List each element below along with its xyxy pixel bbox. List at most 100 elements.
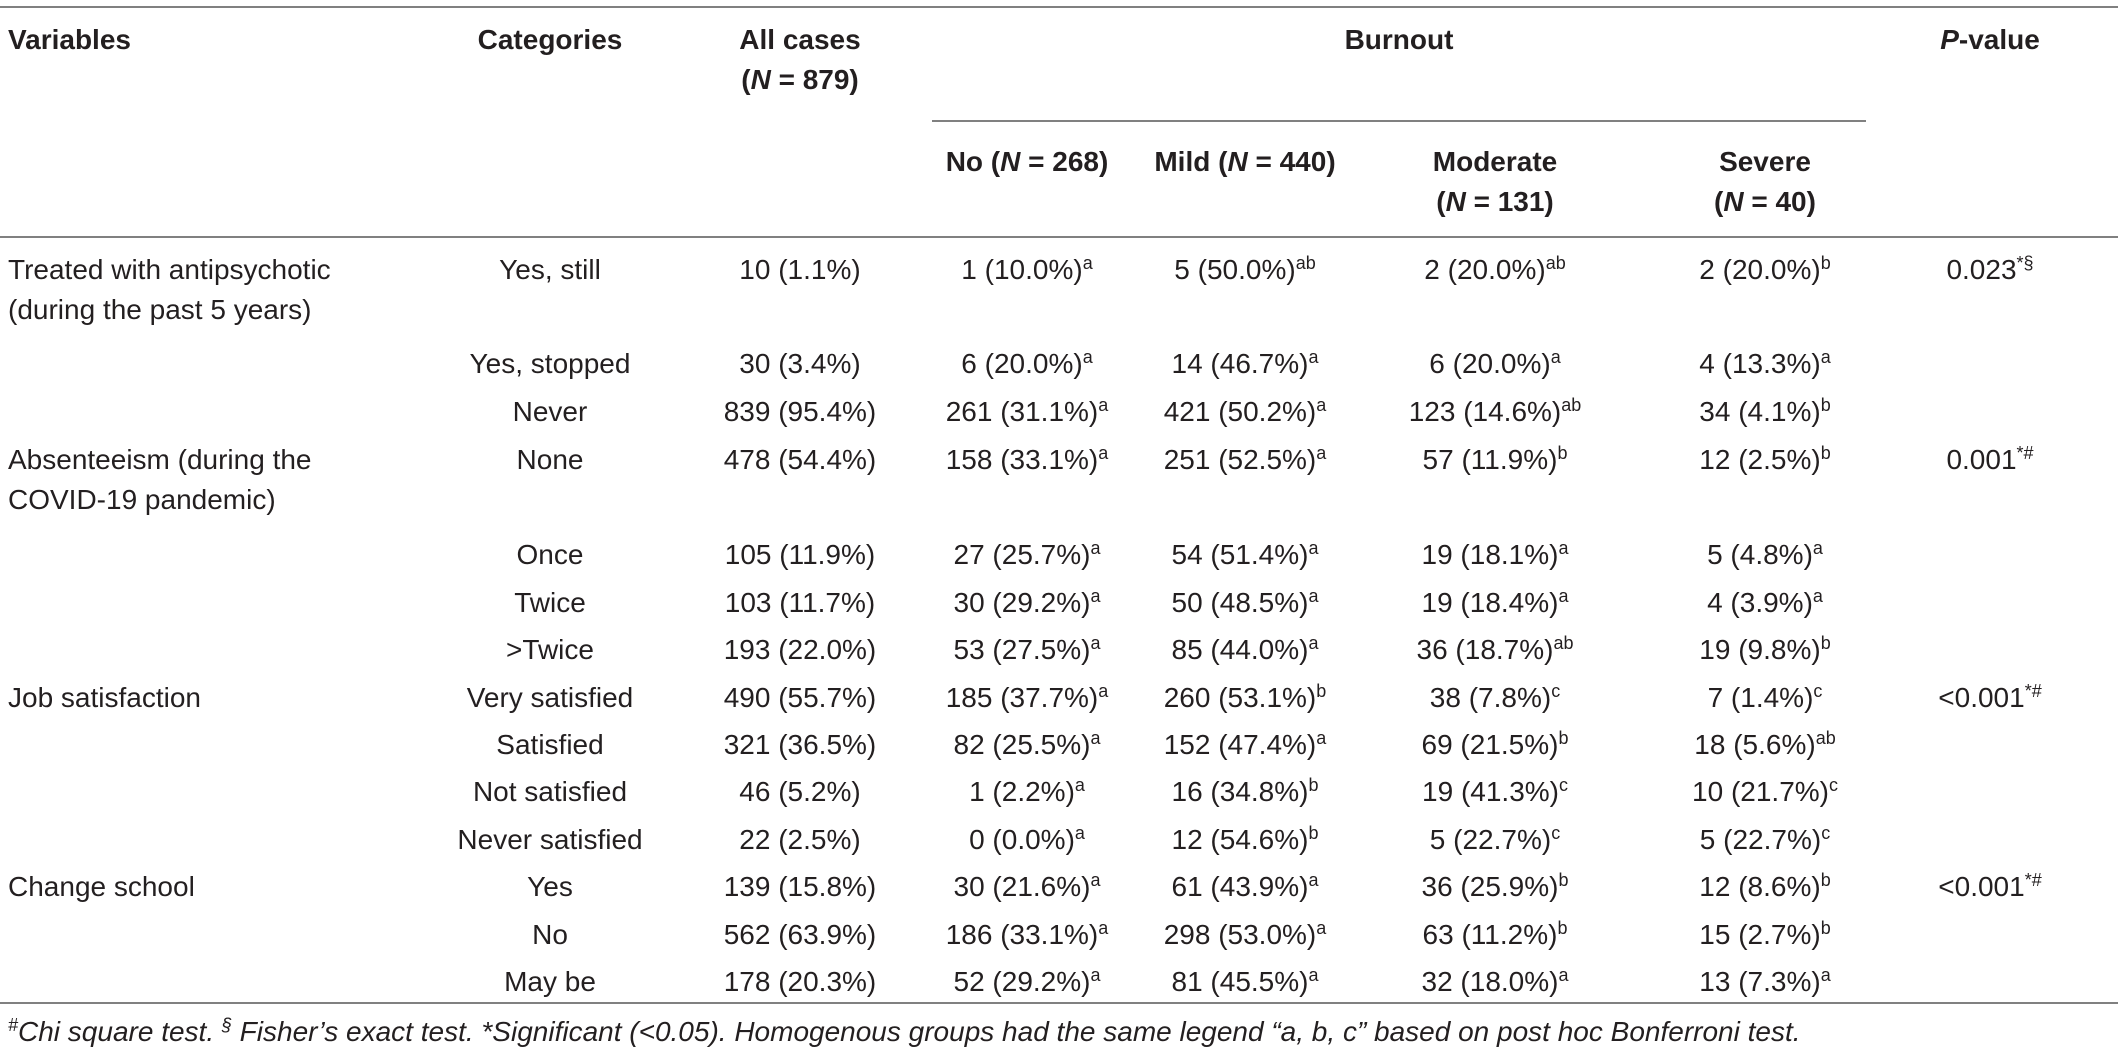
burnout-no-cell: 30 (29.2%)a <box>932 583 1122 623</box>
burnout-mild-cell-value: 85 (44.0%) <box>1171 634 1309 665</box>
burnout-no-cell-group-letter: a <box>1098 443 1109 464</box>
burnout-severe-cell: 12 (2.5%)b <box>1640 440 1890 480</box>
burnout-mild-cell-value: 61 (43.9%) <box>1171 871 1309 902</box>
burnout-no-cell: 52 (29.2%)a <box>932 962 1122 1002</box>
burnout-no-cell-value: 30 (21.6%) <box>953 871 1091 902</box>
p-value-number: <0.001 <box>1938 871 2025 902</box>
burnout-severe-cell-value: 18 (5.6%) <box>1694 729 1816 760</box>
header-mild: Mild (N = 440) <box>1154 146 1336 177</box>
burnout-no-cell-value: 6 (20.0%) <box>961 348 1083 379</box>
category-cell: Yes, still <box>499 254 601 285</box>
burnout-moderate-cell-group-letter: c <box>1551 681 1561 702</box>
header-no: No (N = 268) <box>945 146 1109 177</box>
footnote-chi: Chi square test. <box>18 1016 222 1047</box>
burnout-severe-cell-value: 12 (2.5%) <box>1699 444 1821 475</box>
burnout-severe-cell-value: 10 (21.7%) <box>1692 776 1829 807</box>
burnout-no-cell-group-letter: a <box>1090 965 1101 986</box>
burnout-no-cell: 82 (25.5%)a <box>932 725 1122 765</box>
burnout-severe-cell: 5 (4.8%)a <box>1640 535 1890 575</box>
burnout-no-cell-group-letter: a <box>1082 347 1093 368</box>
burnout-moderate-cell-group-letter: ab <box>1553 633 1574 654</box>
burnout-no-cell-group-letter: a <box>1074 775 1085 796</box>
all-cases-cell: 30 (3.4%) <box>739 348 861 379</box>
burnout-no-cell-value: 30 (29.2%) <box>953 587 1091 618</box>
burnout-no-cell-group-letter: a <box>1082 253 1093 274</box>
burnout-moderate-cell-group-letter: a <box>1550 347 1561 368</box>
burnout-severe-cell-group-letter: a <box>1820 965 1831 986</box>
category-cell: No <box>532 919 568 950</box>
p-value: <0.001*# <box>1890 867 2090 907</box>
burnout-mild-cell-value: 54 (51.4%) <box>1171 539 1309 570</box>
burnout-mild-cell-value: 260 (53.1%) <box>1163 682 1317 713</box>
burnout-mild-cell-group-letter: a <box>1308 965 1319 986</box>
all-cases-cell: 193 (22.0%) <box>723 634 877 665</box>
all-cases-cell: 105 (11.9%) <box>724 539 876 570</box>
burnout-no-cell-value: 1 (2.2%) <box>969 776 1075 807</box>
burnout-severe-cell: 18 (5.6%)ab <box>1640 725 1890 765</box>
footnote-section: § <box>221 1015 232 1036</box>
header-all-cases-label: All cases <box>739 24 861 55</box>
burnout-severe-cell-value: 12 (8.6%) <box>1699 871 1821 902</box>
burnout-mild-cell-value: 12 (54.6%) <box>1171 824 1309 855</box>
burnout-span-rule <box>932 120 1866 122</box>
all-cases-cell: 178 (20.3%) <box>723 966 877 997</box>
burnout-moderate-cell: 19 (18.4%)a <box>1370 583 1620 623</box>
p-value-number: 0.001 <box>1946 444 2017 475</box>
burnout-mild-cell-value: 5 (50.0%) <box>1174 254 1296 285</box>
burnout-moderate-cell-value: 63 (11.2%) <box>1422 919 1558 950</box>
all-cases-cell: 321 (36.5%) <box>723 729 877 760</box>
variable-label: COVID-19 pandemic) <box>8 484 276 515</box>
burnout-moderate-cell-value: 5 (22.7%) <box>1429 824 1552 855</box>
burnout-no-cell: 186 (33.1%)a <box>932 915 1122 955</box>
variable-label: Treated with antipsychotic <box>8 254 331 285</box>
burnout-mild-cell-value: 16 (34.8%) <box>1171 776 1309 807</box>
header-moderate: Moderate (N = 131) <box>1370 142 1620 222</box>
burnout-mild-cell: 152 (47.4%)a <box>1130 725 1360 765</box>
burnout-moderate-cell-group-letter: ab <box>1545 253 1566 274</box>
burnout-no-cell: 1 (2.2%)a <box>932 772 1122 812</box>
burnout-no-cell: 0 (0.0%)a <box>932 820 1122 860</box>
burnout-moderate-cell-value: 19 (18.1%) <box>1421 539 1559 570</box>
burnout-no-cell-value: 158 (33.1%) <box>945 444 1099 475</box>
burnout-severe-cell: 19 (9.8%)b <box>1640 630 1890 670</box>
burnout-no-cell-group-letter: a <box>1090 728 1101 749</box>
burnout-severe-cell-group-letter: a <box>1812 586 1823 607</box>
burnout-severe-cell-group-letter: b <box>1820 918 1831 939</box>
burnout-moderate-cell-group-letter: b <box>1557 443 1568 464</box>
burnout-severe-cell-group-letter: ab <box>1815 728 1836 749</box>
burnout-mild-cell-value: 298 (53.0%) <box>1163 919 1317 950</box>
burnout-mild-cell: 298 (53.0%)a <box>1130 915 1360 955</box>
burnout-mild-cell: 54 (51.4%)a <box>1130 535 1360 575</box>
header-moderate-label: Moderate <box>1432 146 1558 177</box>
burnout-moderate-cell: 38 (7.8%)c <box>1370 678 1620 718</box>
burnout-moderate-cell-group-letter: a <box>1558 538 1569 559</box>
burnout-mild-cell-group-letter: a <box>1316 918 1327 939</box>
burnout-mild-cell-group-letter: b <box>1308 823 1319 844</box>
header-all-cases-n: (N = 879) <box>741 64 859 95</box>
burnout-severe-cell-value: 13 (7.3%) <box>1699 966 1821 997</box>
burnout-mild-cell: 251 (52.5%)a <box>1130 440 1360 480</box>
burnout-severe-cell-value: 15 (2.7%) <box>1699 919 1821 950</box>
category-cell: Not satisfied <box>472 776 628 807</box>
burnout-moderate-cell-group-letter: b <box>1558 728 1569 749</box>
burnout-no-cell-value: 0 (0.0%) <box>969 824 1075 855</box>
burnout-severe-cell-group-letter: a <box>1812 538 1823 559</box>
burnout-severe-cell-value: 5 (4.8%) <box>1707 539 1813 570</box>
burnout-mild-cell-value: 81 (45.5%) <box>1171 966 1309 997</box>
burnout-mild-cell-group-letter: a <box>1316 443 1327 464</box>
burnout-severe-cell-group-letter: b <box>1820 395 1831 416</box>
category-cell: Twice <box>514 587 586 618</box>
burnout-no-cell-value: 261 (31.1%) <box>945 396 1099 427</box>
burnout-severe-cell-value: 2 (20.0%) <box>1699 254 1821 285</box>
burnout-severe-cell-group-letter: c <box>1828 775 1838 796</box>
all-cases-cell: 139 (15.8%) <box>723 871 877 902</box>
burnout-moderate-cell-value: 2 (20.0%) <box>1424 254 1546 285</box>
burnout-mild-cell-group-letter: a <box>1308 870 1319 891</box>
burnout-severe-cell-group-letter: b <box>1820 633 1831 654</box>
burnout-severe-cell: 4 (13.3%)a <box>1640 344 1890 384</box>
burnout-moderate-cell: 2 (20.0%)ab <box>1370 250 1620 290</box>
p-value-marker: *# <box>2024 681 2042 702</box>
burnout-moderate-cell: 36 (25.9%)b <box>1370 867 1620 907</box>
variable-label: (during the past 5 years) <box>8 294 312 325</box>
burnout-moderate-cell-group-letter: a <box>1558 965 1569 986</box>
